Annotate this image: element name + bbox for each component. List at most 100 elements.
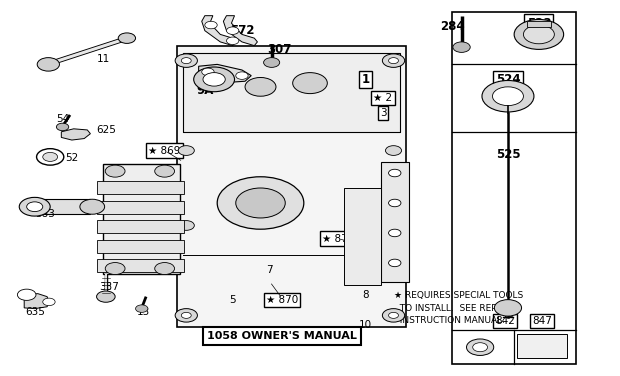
Circle shape [175, 309, 197, 322]
Bar [97, 259, 184, 272]
Circle shape [236, 188, 285, 218]
Text: 524: 524 [495, 73, 520, 86]
Text: 8: 8 [362, 290, 369, 300]
Circle shape [523, 25, 554, 44]
Circle shape [181, 312, 191, 318]
Bar [177, 45, 406, 327]
Text: 3: 3 [379, 108, 386, 118]
Text: 337: 337 [99, 282, 119, 292]
Text: 9A: 9A [196, 84, 213, 97]
Text: 7: 7 [267, 265, 273, 275]
Text: 1: 1 [361, 73, 370, 86]
Circle shape [389, 259, 401, 267]
Circle shape [389, 169, 401, 177]
Polygon shape [198, 64, 251, 83]
Polygon shape [223, 16, 257, 45]
Circle shape [389, 312, 399, 318]
Bar [97, 220, 184, 233]
Text: ★ 869: ★ 869 [148, 146, 181, 156]
Text: ★ 871: ★ 871 [322, 233, 354, 244]
Bar [381, 162, 409, 282]
Bar [452, 12, 576, 364]
Text: 523: 523 [526, 17, 551, 30]
Circle shape [386, 146, 402, 155]
Text: 847: 847 [532, 316, 552, 326]
Circle shape [37, 58, 60, 71]
Circle shape [56, 123, 69, 131]
Bar [97, 181, 184, 194]
Text: 9: 9 [350, 269, 356, 279]
Circle shape [43, 152, 58, 161]
Circle shape [193, 67, 234, 92]
Circle shape [389, 199, 401, 207]
Text: 5: 5 [229, 296, 236, 305]
Circle shape [389, 58, 399, 64]
Circle shape [492, 87, 523, 106]
Circle shape [293, 73, 327, 94]
Circle shape [514, 20, 564, 49]
Text: ★ 870: ★ 870 [266, 296, 298, 305]
Text: ★ REQUIRES SPECIAL TOOLS
  TO INSTALL.  SEE REPAIR
  INSTRUCTION MANUAL.: ★ REQUIRES SPECIAL TOOLS TO INSTALL. SEE… [394, 291, 523, 325]
Bar [38, 199, 91, 214]
Bar [103, 164, 180, 274]
Circle shape [27, 202, 43, 212]
Circle shape [37, 149, 64, 165]
Circle shape [389, 229, 401, 237]
Bar [517, 334, 567, 358]
Text: 52: 52 [66, 153, 79, 163]
Circle shape [136, 305, 148, 312]
Circle shape [236, 72, 248, 79]
Text: 383: 383 [35, 209, 55, 219]
Text: 307: 307 [267, 43, 291, 56]
Text: 54: 54 [56, 114, 69, 124]
Circle shape [155, 165, 174, 177]
Text: 635: 635 [25, 306, 45, 317]
Circle shape [217, 177, 304, 229]
Circle shape [494, 300, 521, 316]
Polygon shape [202, 16, 236, 45]
Circle shape [264, 58, 280, 67]
Circle shape [466, 339, 494, 355]
Polygon shape [24, 294, 49, 309]
Circle shape [202, 68, 214, 76]
Circle shape [482, 80, 534, 112]
Text: ★ 2: ★ 2 [373, 93, 392, 103]
Circle shape [472, 343, 487, 352]
Circle shape [383, 309, 405, 322]
Circle shape [155, 262, 174, 274]
Circle shape [105, 165, 125, 177]
Circle shape [178, 221, 194, 230]
Circle shape [97, 291, 115, 302]
Text: 525: 525 [495, 148, 520, 161]
Text: 13: 13 [136, 306, 149, 317]
Text: eReplacementParts.com: eReplacementParts.com [175, 192, 345, 206]
Circle shape [118, 33, 136, 43]
Bar [97, 240, 184, 253]
Circle shape [19, 197, 50, 216]
Text: 1058 OWNER'S MANUAL: 1058 OWNER'S MANUAL [207, 331, 357, 341]
Circle shape [43, 298, 55, 306]
Text: 842: 842 [495, 316, 515, 326]
Circle shape [205, 21, 217, 29]
Circle shape [181, 58, 191, 64]
Text: 11: 11 [97, 54, 110, 64]
Circle shape [178, 146, 194, 155]
Bar [183, 53, 400, 132]
Circle shape [453, 42, 470, 52]
Text: 3: 3 [306, 80, 314, 93]
Circle shape [80, 199, 105, 214]
Circle shape [203, 73, 225, 86]
Bar [97, 201, 184, 214]
Circle shape [383, 54, 405, 67]
Bar [526, 21, 551, 27]
Text: 284: 284 [440, 20, 464, 33]
Circle shape [17, 289, 36, 300]
Text: 572: 572 [229, 24, 254, 37]
Text: 625: 625 [97, 125, 117, 135]
Text: 10: 10 [359, 320, 372, 330]
Circle shape [175, 54, 197, 67]
Bar [344, 188, 381, 285]
Circle shape [245, 77, 276, 96]
Circle shape [226, 37, 239, 44]
Circle shape [105, 262, 125, 274]
